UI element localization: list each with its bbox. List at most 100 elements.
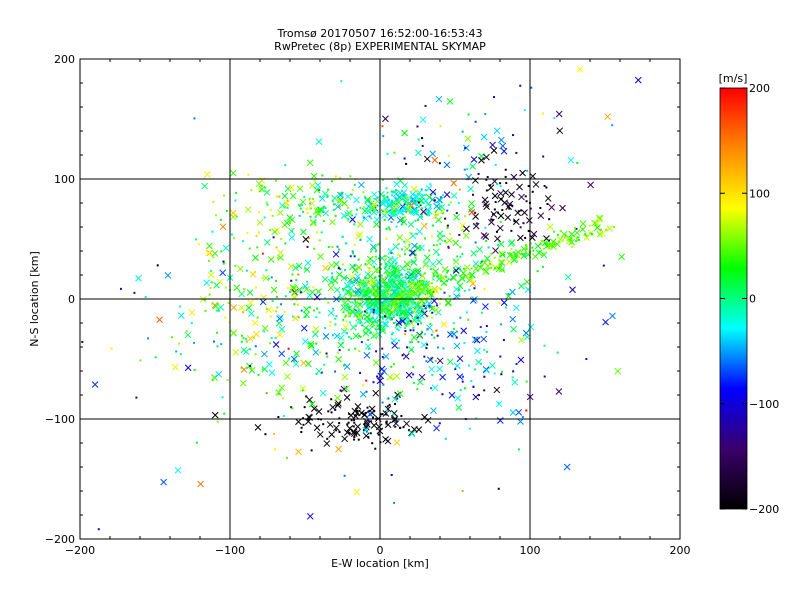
data-point-dot [411, 289, 414, 292]
data-point-dot [432, 290, 435, 293]
data-point-dot [519, 84, 522, 87]
data-point-dot [373, 277, 376, 280]
data-point-cross [261, 325, 269, 332]
data-point-dot [409, 307, 412, 310]
data-point-cross [569, 286, 576, 294]
data-point-dot [350, 311, 353, 314]
data-point-dot [416, 125, 419, 128]
data-point-dot [411, 260, 414, 263]
data-point-dot [564, 234, 567, 237]
data-point-cross [579, 220, 587, 228]
data-point-cross [606, 225, 613, 232]
data-point-dot [526, 169, 529, 172]
data-point-dot [470, 267, 473, 270]
data-point-dot [327, 301, 330, 304]
data-point-cross [520, 245, 528, 253]
data-point-dot [339, 176, 342, 179]
data-point-cross [398, 309, 406, 317]
data-point-dot [485, 239, 488, 242]
data-point-cross [416, 378, 424, 386]
x-axis-label: E-W location [km] [331, 557, 429, 570]
data-point-dot [385, 420, 388, 423]
data-point-cross [420, 222, 428, 230]
data-point-cross [370, 332, 378, 340]
data-point-dot [428, 306, 431, 309]
data-point-dot [364, 289, 367, 292]
data-point-dot [265, 392, 268, 395]
data-point-dot [374, 250, 377, 253]
data-point-dot [505, 202, 508, 205]
data-point-dot [393, 151, 396, 154]
data-point-dot [527, 229, 530, 232]
data-point-dot [382, 383, 385, 386]
data-point-dot [491, 218, 494, 221]
data-point-dot [447, 245, 450, 248]
data-point-cross [242, 348, 250, 356]
data-point-cross [487, 184, 495, 191]
data-point-dot [211, 379, 214, 382]
data-point-dot [389, 293, 392, 296]
data-point-dot [570, 236, 573, 239]
data-point-cross [498, 259, 506, 266]
data-point-dot [387, 198, 390, 201]
data-point-dot [240, 340, 243, 343]
data-point-cross [390, 200, 398, 207]
data-point-cross [424, 416, 432, 424]
data-point-dot [461, 130, 464, 133]
data-point-cross [420, 287, 428, 295]
data-point-cross [289, 192, 297, 200]
data-point-dot [439, 205, 442, 208]
data-point-cross [426, 288, 434, 296]
data-point-dot [359, 321, 362, 324]
data-point-dot [521, 416, 524, 419]
data-point-cross [483, 203, 490, 210]
data-point-dot [307, 237, 310, 240]
data-point-cross [366, 235, 373, 243]
data-point-dot [320, 231, 323, 234]
data-point-dot [575, 236, 578, 239]
data-point-dot [265, 269, 268, 272]
data-point-cross [355, 313, 363, 321]
data-point-dot [303, 406, 306, 409]
data-point-dot [419, 290, 422, 293]
data-point-dot [361, 295, 364, 298]
data-point-dot [316, 231, 319, 234]
data-point-cross [537, 212, 545, 220]
data-point-dot [216, 345, 219, 348]
data-point-dot [385, 187, 388, 190]
data-point-dot [347, 315, 350, 318]
data-point-cross [332, 250, 340, 258]
data-point-dot [302, 423, 305, 426]
data-point-dot [430, 268, 433, 271]
data-point-cross [567, 156, 575, 164]
data-point-cross [343, 282, 351, 289]
data-point-dot [430, 235, 433, 238]
data-point-cross [497, 258, 505, 266]
data-point-cross [395, 301, 403, 309]
data-point-dot [407, 277, 410, 280]
data-point-dot [277, 393, 280, 396]
data-point-dot [398, 287, 401, 290]
data-point-dot [420, 322, 423, 325]
data-point-cross [395, 319, 403, 326]
data-point-dot [439, 288, 442, 291]
data-point-dot [466, 168, 469, 171]
data-point-cross [548, 204, 555, 211]
data-point-dot [193, 368, 196, 371]
data-point-dot [405, 293, 408, 296]
data-point-dot [305, 208, 308, 211]
data-point-dot [410, 211, 413, 214]
data-point-dot [275, 179, 278, 182]
data-point-dot [543, 252, 546, 255]
data-point-dot [388, 316, 391, 319]
data-point-cross [484, 262, 492, 270]
data-point-cross [443, 191, 451, 198]
data-point-cross [295, 262, 303, 270]
data-point-dot [314, 221, 317, 224]
data-point-cross [263, 238, 271, 246]
data-point-dot [430, 387, 433, 390]
data-point-cross [301, 282, 309, 290]
data-point-dot [418, 280, 421, 283]
